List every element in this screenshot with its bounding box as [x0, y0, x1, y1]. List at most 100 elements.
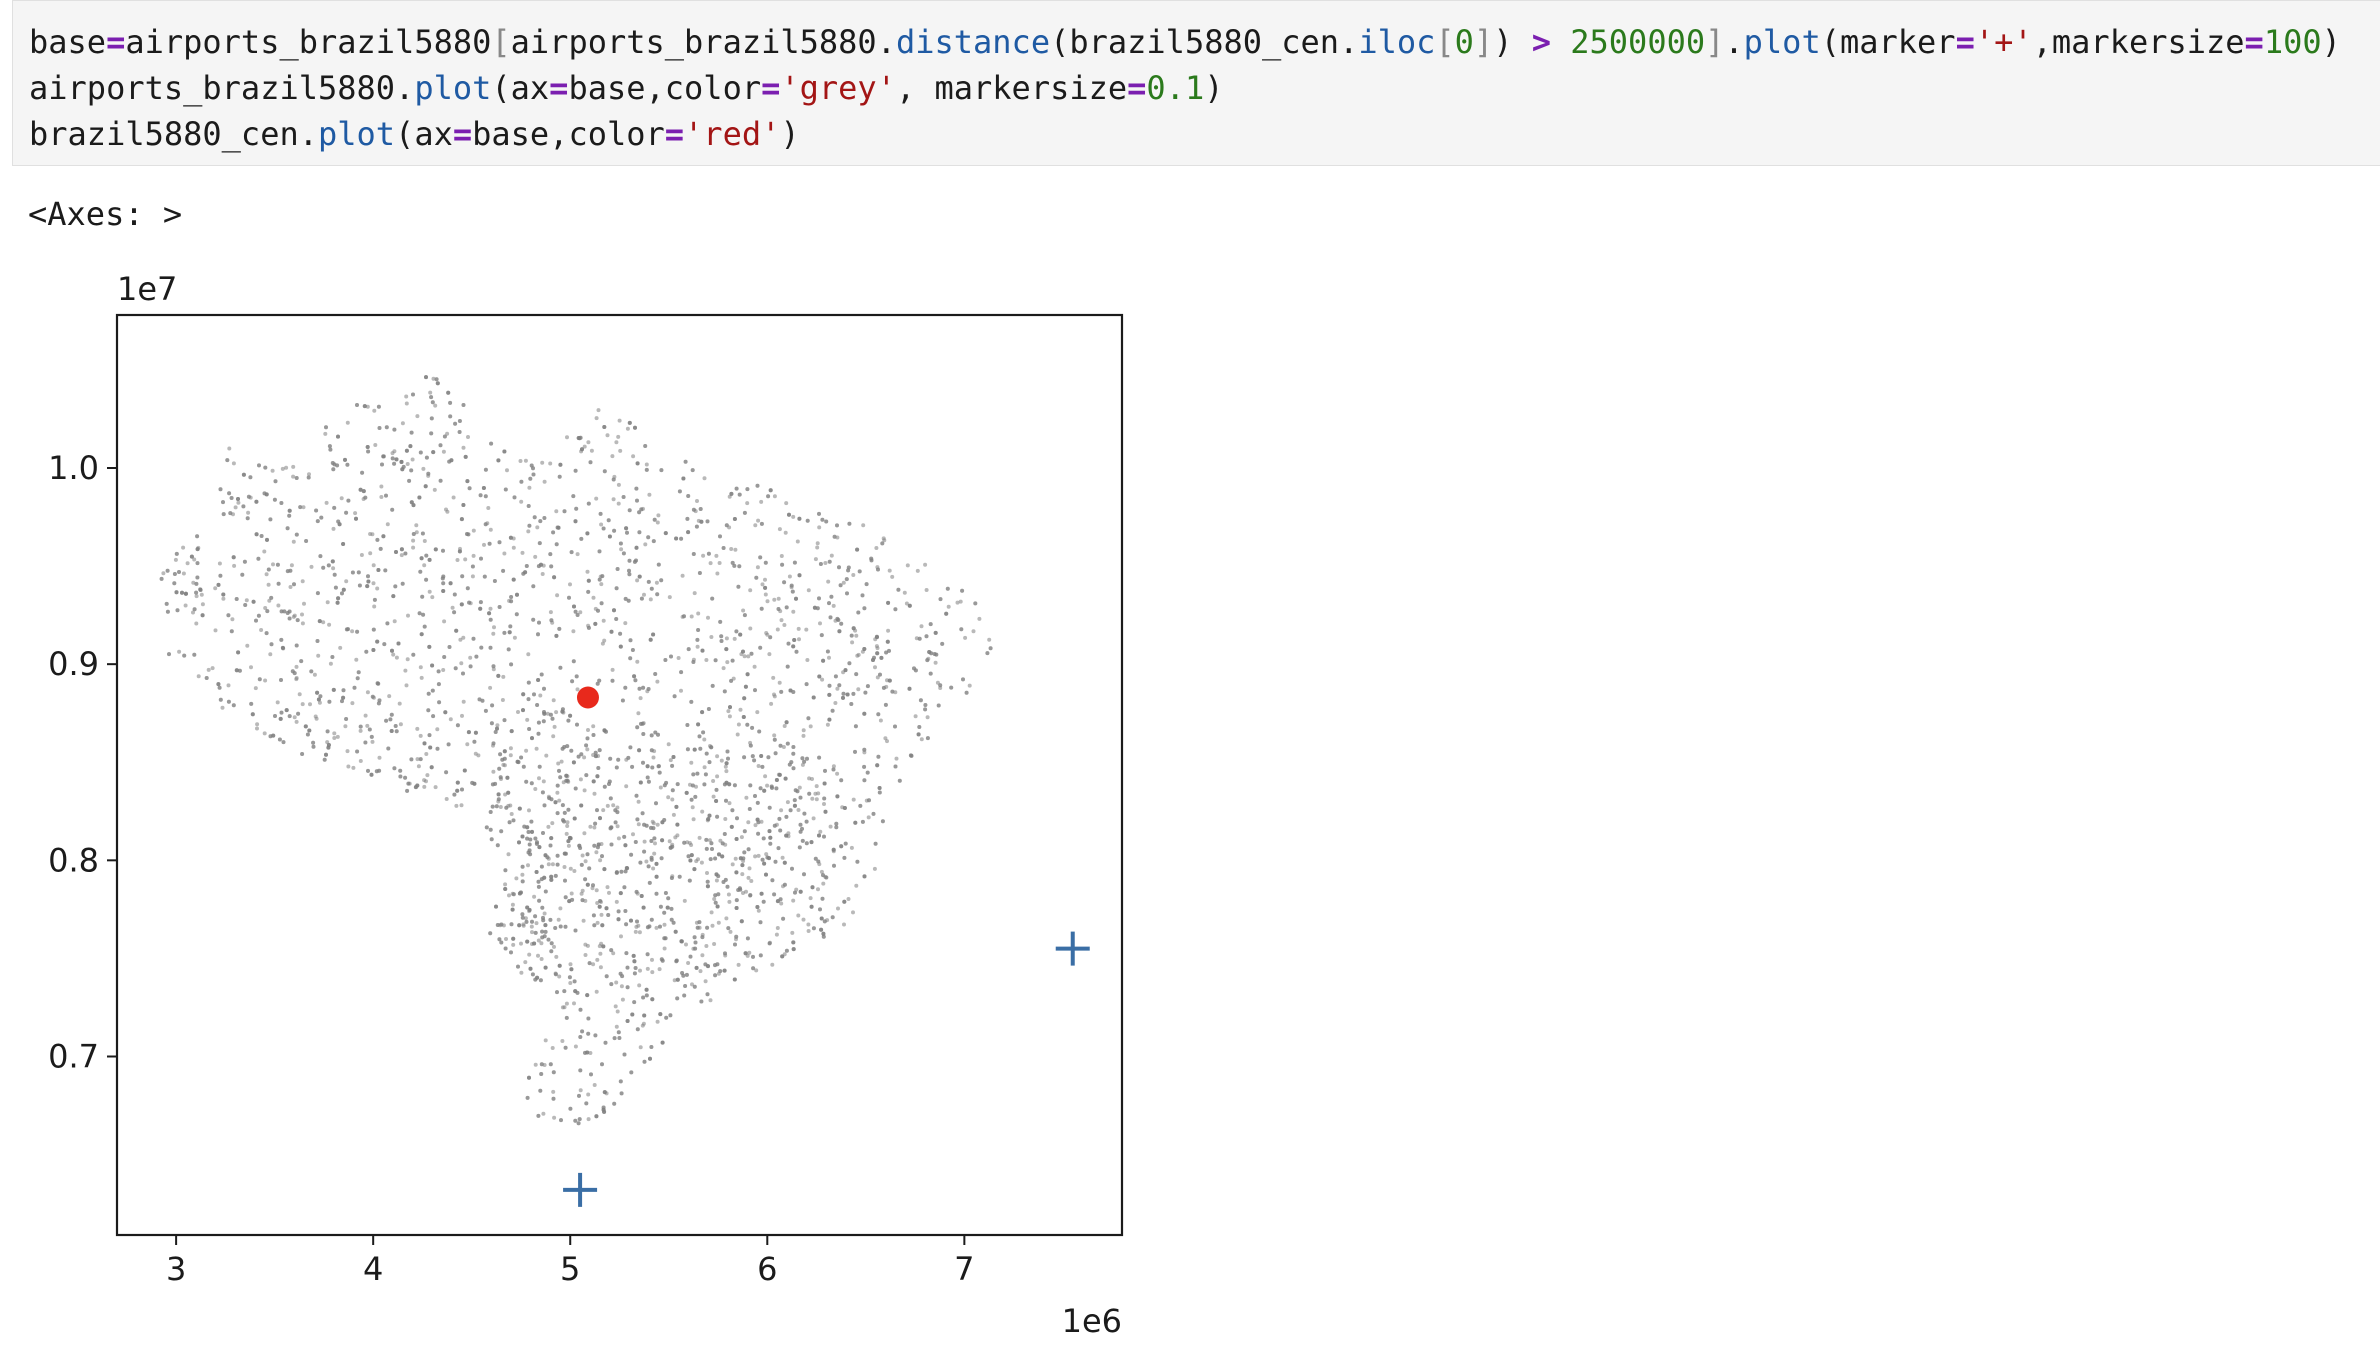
airport-point [690, 468, 695, 473]
airport-point [713, 973, 718, 978]
airport-point [831, 767, 836, 772]
airport-point [542, 479, 547, 484]
airport-point [635, 461, 640, 466]
code-line[interactable]: base=airports_brazil5880[airports_brazil… [29, 19, 2380, 65]
airport-point [687, 841, 692, 845]
airport-point [780, 954, 785, 959]
airport-point [738, 707, 743, 712]
airport-point [418, 757, 423, 762]
airport-point [650, 970, 655, 975]
airport-point [849, 633, 854, 638]
airport-point [654, 861, 659, 866]
airport-point [853, 749, 857, 754]
airport-point [585, 993, 590, 998]
airport-point [502, 756, 507, 761]
airport-point [492, 579, 497, 583]
airport-point [710, 923, 715, 928]
airport-point [452, 592, 457, 597]
airport-point [530, 919, 534, 924]
airport-point [812, 605, 817, 610]
airport-point [585, 531, 590, 536]
airport-point [798, 795, 803, 800]
code-line[interactable]: airports_brazil5880.plot(ax=base,color='… [29, 65, 2380, 111]
airport-point [550, 1046, 555, 1050]
airport-point [422, 741, 427, 746]
airport-point [476, 753, 481, 758]
airport-point [404, 394, 409, 399]
airport-point [725, 884, 730, 889]
airport-point [502, 449, 507, 454]
airport-point [357, 583, 362, 588]
code-token: ) [1493, 23, 1532, 61]
airport-point [312, 672, 317, 677]
airport-point [958, 599, 963, 604]
airport-point [772, 823, 777, 828]
airport-point [923, 562, 928, 567]
airport-point [309, 669, 314, 674]
airport-point [422, 539, 427, 543]
code-token: 2500000 [1570, 23, 1706, 61]
airport-point [837, 629, 842, 634]
airport-point [758, 920, 763, 925]
airport-point [601, 526, 606, 531]
airport-point [345, 462, 350, 467]
airport-point [744, 795, 749, 800]
airport-point [430, 400, 435, 405]
airport-point [614, 870, 619, 875]
airport-point [783, 530, 788, 535]
airport-point [646, 579, 651, 584]
airport-point [471, 553, 476, 558]
airport-point [853, 820, 858, 825]
airport-point [552, 575, 557, 580]
airport-point [614, 765, 619, 770]
airport-point [734, 629, 739, 634]
airport-point [630, 764, 635, 769]
airport-point [424, 779, 428, 784]
airport-point [919, 624, 924, 629]
airport-point [687, 878, 692, 883]
airport-point [791, 514, 796, 519]
airport-point [213, 628, 218, 633]
airport-point [612, 1101, 617, 1106]
airport-point [422, 624, 427, 629]
code-cell[interactable]: base=airports_brazil5880[airports_brazil… [12, 0, 2380, 166]
airport-point [960, 588, 965, 593]
airport-point [815, 541, 820, 546]
airport-point [654, 580, 659, 585]
airport-point [850, 640, 855, 645]
airport-point [568, 582, 572, 587]
airport-point [572, 979, 577, 984]
airport-point [758, 786, 763, 791]
airport-point [479, 645, 484, 650]
airport-point [520, 912, 525, 917]
airport-point [533, 836, 538, 841]
code-block[interactable]: base=airports_brazil5880[airports_brazil… [13, 1, 2380, 157]
airport-point [632, 1000, 637, 1005]
airport-point [591, 962, 596, 967]
airport-point [588, 460, 593, 465]
airport-point [568, 713, 573, 718]
code-token: plot [317, 115, 396, 153]
airport-point [642, 839, 647, 844]
airport-point [557, 768, 561, 773]
airport-point [429, 395, 434, 400]
airport-point [704, 944, 709, 948]
airport-point [217, 685, 222, 690]
airport-point [461, 671, 465, 676]
airport-point [787, 512, 791, 517]
airport-point [242, 559, 247, 564]
code-line[interactable]: brazil5880_cen.plot(ax=base,color='red') [29, 111, 2380, 157]
airport-point [521, 708, 525, 713]
airport-point [292, 582, 296, 587]
airport-point [339, 496, 344, 501]
airport-point [685, 723, 690, 727]
airport-point [696, 857, 700, 862]
airport-point [221, 596, 226, 601]
airport-point [628, 745, 633, 750]
airport-point [586, 1117, 591, 1122]
airport-point [390, 507, 395, 512]
airport-point [194, 594, 199, 599]
airport-point [759, 606, 764, 611]
airport-point [318, 554, 323, 559]
airport-point [380, 462, 384, 467]
